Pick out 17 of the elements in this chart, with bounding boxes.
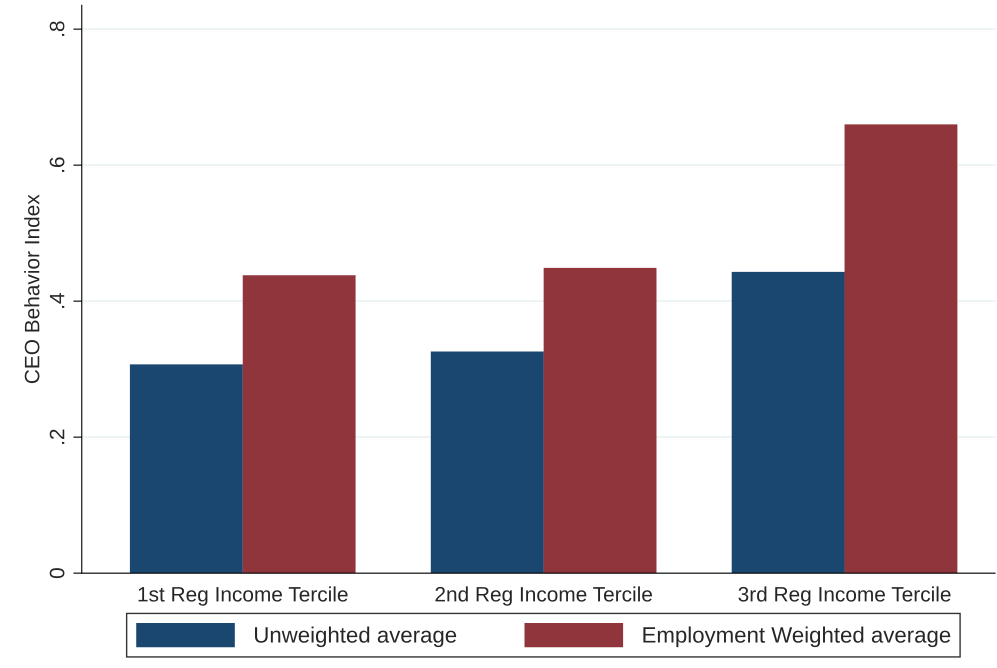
bar <box>430 351 544 574</box>
legend-label: Unweighted average <box>255 626 456 648</box>
y-tick-label: .2 <box>50 430 64 444</box>
y-axis-title: CEO Behavior Index <box>24 194 40 384</box>
bar <box>844 124 958 574</box>
y-tick-label: .8 <box>50 21 64 36</box>
y-tick-label: .4 <box>50 293 64 308</box>
bar <box>130 364 243 574</box>
bar <box>242 275 356 574</box>
legend-label: Employment Weighted average <box>643 626 950 648</box>
y-tick-label: 0 <box>50 568 64 578</box>
y-tick-label: .6 <box>50 157 64 172</box>
bar <box>732 272 845 574</box>
bar <box>544 268 656 574</box>
x-tick-label: 1st Reg Income Tercile <box>138 586 348 606</box>
x-tick-label: 2nd Reg Income Tercile <box>435 586 652 606</box>
x-tick-label: 3rd Reg Income Tercile <box>738 586 951 606</box>
